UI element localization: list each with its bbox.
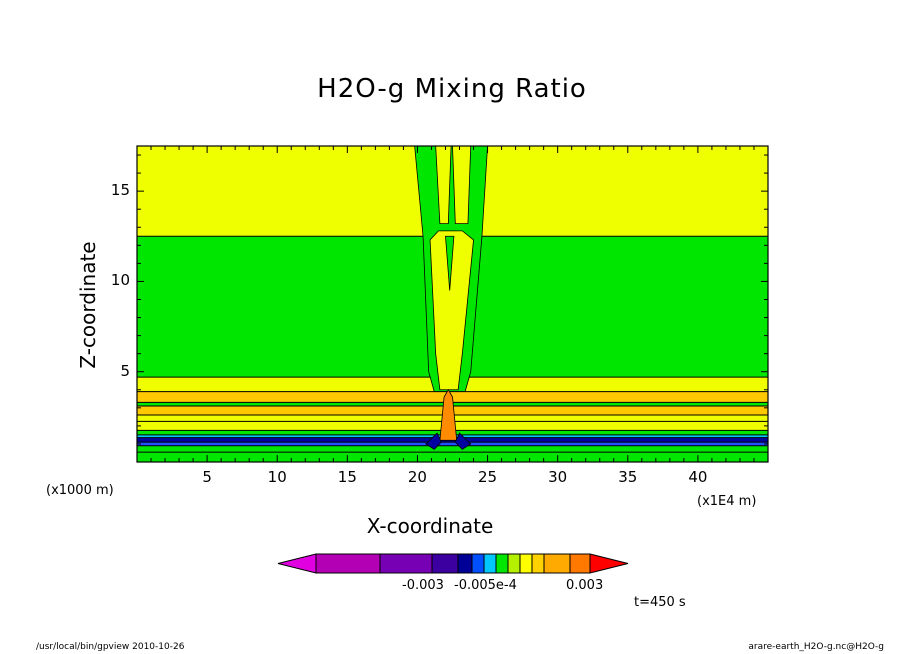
field-group [137,146,768,462]
x-tick-label: 20 [407,468,427,486]
colorbar-cell [531,553,545,574]
plume-yellow-lobe-left [435,146,452,225]
colorbar-cell [483,553,497,574]
y-tick-label: 10 [110,271,130,290]
chart-title: H2O-g Mixing Ratio [317,74,587,104]
x-tick-label: 10 [267,468,287,486]
plume-orange-core [439,388,458,441]
colorbar-cell [495,553,509,574]
x-tick-label: 5 [202,468,212,486]
x-tick-label: 40 [688,468,708,486]
colorbar-cell [519,553,533,574]
colorbar-label-1: -0.003 [402,578,444,593]
colorbar-cell [543,553,571,574]
x-tick-label: 25 [478,468,498,486]
colorbar-label-3: 0.003 [566,578,604,593]
time-label: t=450 s [634,595,686,610]
colorbar-cell [315,553,381,574]
y-tick-label: 15 [110,181,130,200]
colorbar-cell [457,553,473,574]
plume-blue-knot-right [454,432,472,450]
colorbar-cell [379,553,433,574]
y-unit-label: (x1000 m) [46,483,114,498]
colorbar-label-2: -0.005e-4 [454,578,517,593]
colorbar-cell [569,553,591,574]
footer-left: /usr/local/bin/gpview 2010-10-26 [36,642,185,652]
x-axis-label: X-coordinate [366,514,494,538]
plume-yellow-lobe-right [452,146,472,225]
plume-blue-knot-left [425,432,442,450]
colorbar-arrow-right [589,553,629,574]
y-tick-label: 5 [120,361,130,380]
plume-yellow-core [429,230,474,391]
y-axis-label: Z-coordinate [76,241,100,369]
colorbar-cell [471,553,485,574]
plot-frame [136,145,769,463]
colorbar-cell [431,553,459,574]
colorbar-cell [507,553,521,574]
x-tick-label: 30 [548,468,568,486]
field-band-green-2 [137,445,768,453]
x-tick-label: 15 [337,468,357,486]
field-band-blue [137,442,768,446]
plume-green-spike [445,235,455,291]
footer-right: arare-earth_H2O-g.nc@H2O-g [748,642,884,652]
x-tick-label: 35 [618,468,638,486]
colorbar-arrow-left [277,553,317,574]
x-unit-label: (x1E4 m) [697,494,757,509]
